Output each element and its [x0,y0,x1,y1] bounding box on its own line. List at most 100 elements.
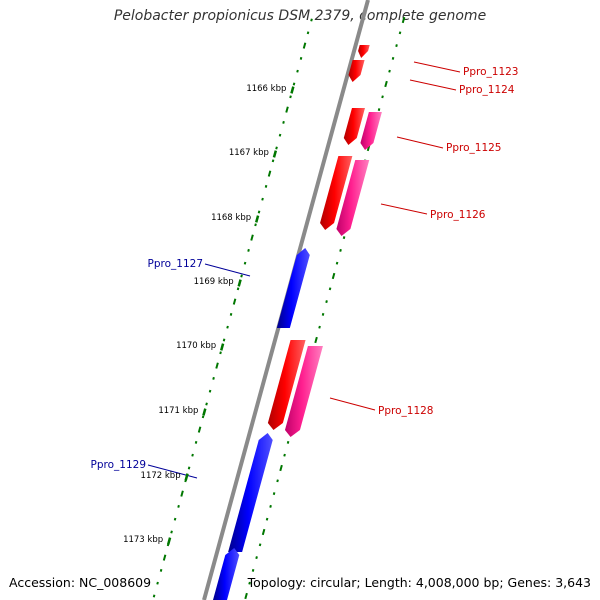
minor-tick [177,504,180,508]
gene-ppro-1125-pink-arrow [360,112,382,150]
label-leader-line [396,136,444,149]
minor-tick [222,338,226,342]
minor-tick [205,402,208,406]
gene-label: Ppro_1123 [463,66,518,78]
minor-tick [159,568,163,572]
major-tick [261,528,266,536]
minor-tick [306,31,310,35]
label-leader-line [204,263,251,277]
minor-tick [381,95,384,99]
major-tick [384,80,388,88]
gene-label: Ppro_1128 [378,405,433,417]
major-tick [162,554,167,561]
minor-tick [398,31,402,35]
minor-tick [255,556,258,560]
major-tick [232,298,237,305]
minor-tick [292,82,296,86]
minor-tick [269,504,272,508]
scale-tick-label: 1173 kbp [123,535,163,545]
gene-ppro-1126-arrow [320,156,353,230]
gene-label: Ppro_1125 [446,142,501,154]
minor-tick [247,248,250,252]
inner-tick-ring [152,18,313,598]
genome-summary: Topology: circular; Length: 4,008,000 bp… [247,575,591,590]
minor-tick [289,95,292,99]
major-tick [215,362,219,369]
minor-tick [194,440,198,444]
label-leader-line [380,203,428,215]
minor-tick [254,223,257,227]
gene-label: Ppro_1126 [430,209,486,221]
minor-tick [278,133,282,137]
scale-tick-label: 1171 kbp [158,406,198,416]
major-tick [267,170,272,177]
gene-next-arrow [213,548,240,600]
minor-tick [152,594,156,598]
scale-major-tick [184,473,189,481]
scale-tick-label: 1170 kbp [176,341,216,351]
map-title: Pelobacter propionicus DSM 2379, complet… [113,8,487,24]
scale-major-tick [255,215,260,223]
scale-tick-label: 1169 kbp [194,277,234,287]
major-tick [279,464,283,472]
gene-features [213,45,382,600]
minor-tick [377,108,381,112]
gene-ppro-1126-pink-arrow [336,160,370,236]
minor-tick [265,517,269,521]
scale-tick-label: 1166 kbp [246,84,286,94]
minor-tick [257,210,261,214]
minor-tick [339,248,342,252]
scale-major-tick [166,537,172,545]
minor-tick [236,287,240,291]
gene-ppro-1128-pink-arrow [284,346,323,437]
minor-tick [187,466,191,470]
gene-label: Ppro_1129 [91,459,146,471]
major-tick [302,42,307,49]
scale-major-tick [272,150,278,158]
minor-tick [325,300,328,304]
minor-tick [296,69,299,73]
scale-major-tick [202,408,207,416]
minor-tick [321,312,325,316]
minor-tick [272,492,276,496]
minor-tick [170,530,173,534]
minor-tick [310,18,313,22]
minor-tick [342,236,346,240]
scale-tick-label: 1172 kbp [141,471,181,481]
minor-tick [226,325,229,329]
minor-tick [173,517,177,521]
minor-tick [243,261,247,265]
gene-ppro-1127-arrow [276,248,310,328]
scale-tick-label: 1168 kbp [211,213,251,223]
label-leader-line [409,79,457,91]
minor-tick [275,146,278,150]
major-tick [285,106,289,113]
minor-tick [201,415,205,419]
minor-tick [208,389,212,393]
scale-major-tick [290,86,295,94]
minor-tick [264,184,268,188]
major-tick [314,336,318,344]
gene-label: Ppro_1127 [148,258,203,270]
major-tick [331,272,336,280]
gene-ppro-1123-arrow [358,45,370,58]
minor-tick [156,581,159,585]
minor-tick [248,581,251,585]
minor-tick [251,568,255,572]
minor-tick [283,453,286,457]
major-tick [180,490,184,497]
accession-text: Accession: NC_008609 [9,575,152,590]
minor-tick [229,312,233,316]
minor-tick [212,376,215,380]
minor-tick [240,274,243,278]
major-tick [401,16,406,24]
minor-tick [328,287,332,291]
feature-labels: Ppro_1123 Ppro_1124 Ppro_1125 Ppro_1126 Ppro… [91,61,518,479]
minor-tick [271,159,275,163]
minor-tick [261,197,264,201]
minor-tick [219,351,222,355]
label-leader-line [413,61,461,73]
minor-tick [276,479,279,483]
minor-tick [391,56,395,60]
